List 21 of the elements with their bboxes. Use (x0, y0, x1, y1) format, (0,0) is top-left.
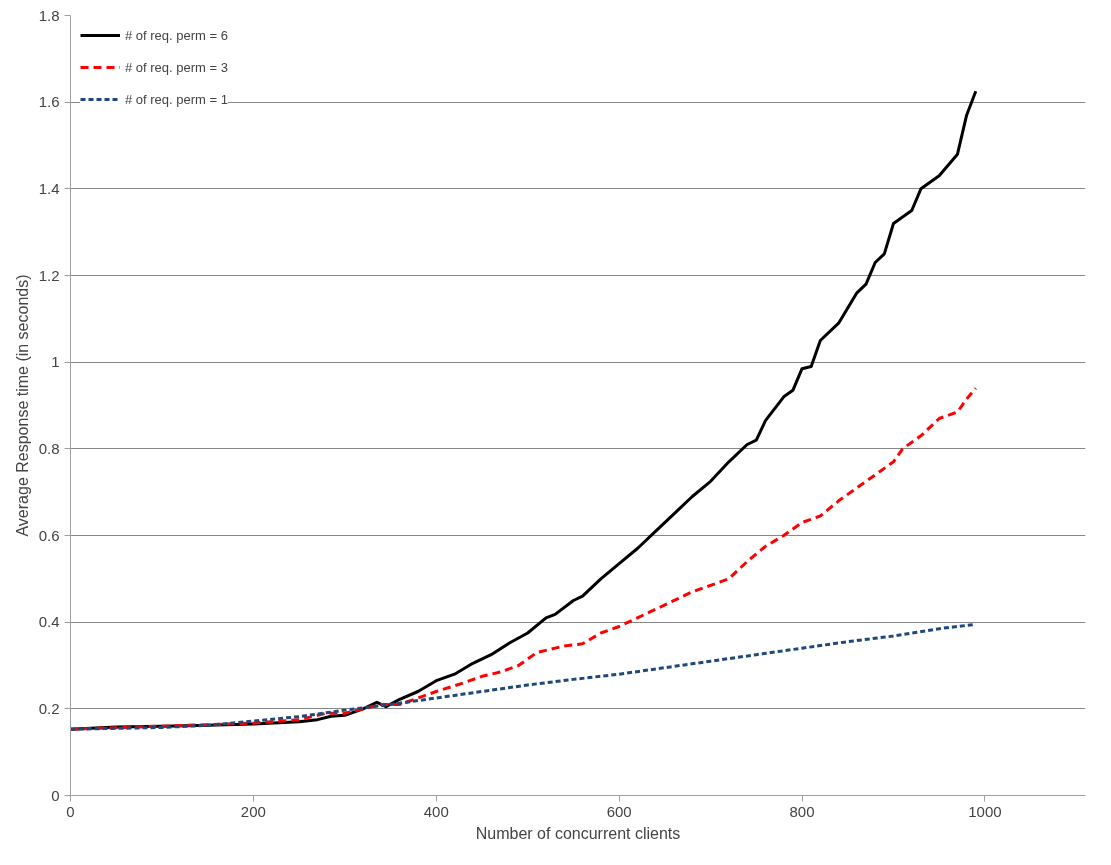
y-tick-label: 1.6 (38, 93, 60, 111)
y-tick-label: 0 (51, 786, 60, 804)
x-tick-label: 1000 (968, 802, 1002, 820)
x-tick-label: 400 (423, 802, 449, 820)
y-tick-label: 0.6 (38, 526, 60, 544)
y-tick-label: 1.4 (38, 179, 60, 197)
y-tick-label: 1.2 (38, 266, 60, 284)
y-tick-label: 0.8 (38, 439, 60, 457)
x-tick-label: 600 (606, 802, 632, 820)
y-tick-label: 0.4 (38, 613, 60, 631)
x-tick-label: 800 (789, 802, 815, 820)
x-tick-label: 200 (240, 802, 266, 820)
y-tick-label: 1.8 (38, 6, 60, 24)
legend-label: # of req. perm = 6 (125, 27, 228, 43)
y-tick-label: 0.2 (38, 699, 60, 717)
legend-label: # of req. perm = 1 (125, 91, 228, 107)
y-tick-label: 1 (51, 353, 60, 371)
legend-label: # of req. perm = 3 (125, 59, 228, 75)
x-tick-label: 0 (66, 802, 75, 820)
y-axis-title: Average Response time (in seconds) (13, 274, 31, 537)
x-axis-title: Number of concurrent clients (475, 824, 681, 842)
